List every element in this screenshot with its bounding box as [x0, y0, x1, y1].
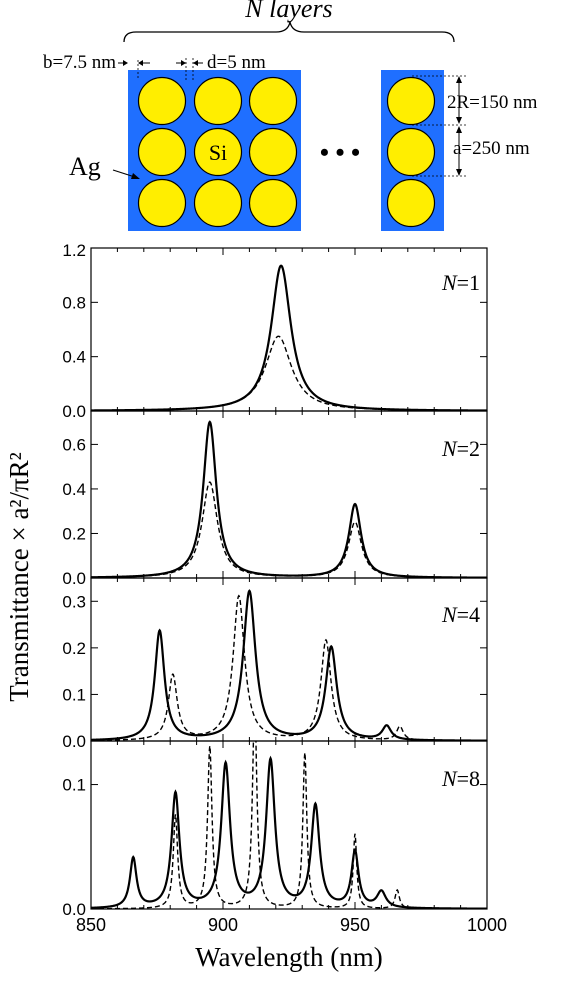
diameter-arrow-top — [456, 76, 462, 83]
si-rod — [193, 127, 243, 177]
y-tick-label: 0.4 — [62, 348, 86, 367]
si-rod — [248, 178, 298, 228]
panel-label: N=2 — [441, 436, 480, 461]
chart-panel: 0.0 0.1 850 900 950 1000 N=8 — [62, 740, 507, 935]
y-tick-label: 0.2 — [62, 639, 86, 658]
si-rod — [193, 178, 243, 228]
chart-panels: 0.00.40.81.2N=10.00.20.40.6 N=20.00.10.20… — [62, 241, 507, 935]
chart-panel: 0.0 0.4 0.8 1.2 N=1 — [62, 241, 488, 421]
x-tick-label: 1000 — [467, 915, 507, 935]
si-rod — [248, 127, 298, 177]
plot-frame — [90, 577, 488, 742]
y-tick-label: 0.2 — [62, 524, 86, 543]
x-tick-label: 900 — [208, 915, 238, 935]
si-rod — [137, 127, 187, 177]
d-arrowhead-left — [181, 60, 186, 66]
dashed-series-line — [91, 481, 487, 578]
y-tick-label: 0.8 — [62, 293, 86, 312]
chart-panel: 0.0 0.1 0.2 0.3 N=4 — [62, 577, 488, 751]
n-layers-brace — [123, 21, 455, 43]
panel-label: N=4 — [441, 602, 480, 627]
x-tick-label: 950 — [340, 915, 370, 935]
d-arrowhead-right — [193, 60, 198, 66]
ag-pointer-head — [131, 173, 140, 179]
dashed-series-line — [91, 335, 487, 411]
panel-label: N=1 — [441, 270, 480, 295]
plot-frame — [90, 740, 488, 910]
si-rod — [386, 76, 436, 126]
si-rod — [248, 76, 298, 126]
y-axis-title: Transmittance × a²/πR² — [4, 452, 34, 702]
period-arrow-top — [456, 126, 462, 133]
si-rod — [193, 76, 243, 126]
d-label: d=5 nm — [207, 52, 266, 73]
si-label: Si — [209, 140, 227, 165]
silicon-rods: Si — [137, 76, 436, 228]
panel-label: N=8 — [441, 766, 480, 791]
y-tick-label: 0.6 — [62, 435, 86, 454]
n-layers-label: N layers — [244, 0, 332, 23]
y-tick-label: 0.0 — [62, 900, 86, 919]
chart-panel: 0.0 0.2 0.4 0.6 N=2 — [62, 410, 488, 588]
period-label: a=250 nm — [453, 138, 530, 159]
ag-label: Ag — [69, 152, 101, 181]
y-tick-label: 0.1 — [62, 685, 86, 704]
y-tick-label: 0.3 — [62, 592, 86, 611]
x-axis-title: Wavelength (nm) — [195, 942, 383, 972]
plot-frame — [90, 247, 488, 412]
solid-series-line — [91, 589, 487, 741]
b-label: b=7.5 nm — [43, 52, 116, 73]
y-tick-label: 0.4 — [62, 480, 86, 499]
si-rod — [137, 76, 187, 126]
y-tick-label: 0.0 — [62, 732, 86, 751]
b-arrowhead — [123, 60, 128, 66]
y-tick-label: 0.0 — [62, 402, 86, 421]
si-rod — [137, 178, 187, 228]
schematic: N layers Si b=7.5 nm d=5 nm — [43, 0, 538, 231]
si-rod — [386, 127, 436, 177]
diameter-label: 2R=150 nm — [447, 92, 538, 113]
b-arrowhead-inner — [138, 60, 143, 66]
y-tick-label: 0.0 — [62, 569, 86, 588]
period-arrow-bottom — [456, 169, 462, 176]
ellipsis: • • • — [320, 138, 360, 167]
solid-series-line — [91, 264, 487, 411]
x-tick-label: 850 — [76, 915, 106, 935]
si-rod — [386, 178, 436, 228]
plot-frame — [90, 410, 488, 579]
solid-series-line — [91, 420, 487, 578]
y-tick-label: 0.1 — [62, 776, 86, 795]
dashed-series-line — [91, 594, 487, 741]
y-tick-label: 1.2 — [62, 241, 86, 260]
solid-series-line — [91, 755, 487, 909]
diameter-arrow-bottom — [456, 117, 462, 124]
